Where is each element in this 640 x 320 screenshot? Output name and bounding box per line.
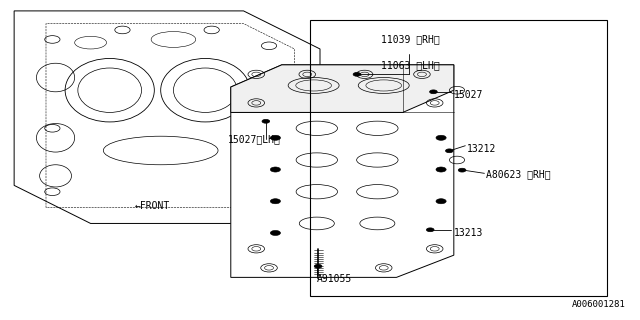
Text: 15027: 15027 xyxy=(454,90,483,100)
Circle shape xyxy=(270,230,280,236)
Circle shape xyxy=(270,199,280,204)
Text: 13213: 13213 xyxy=(454,228,483,238)
Polygon shape xyxy=(231,65,454,112)
Circle shape xyxy=(262,119,269,123)
Circle shape xyxy=(445,149,453,153)
Polygon shape xyxy=(231,65,454,277)
Text: ←FRONT: ←FRONT xyxy=(135,201,170,211)
Polygon shape xyxy=(14,11,320,223)
Text: 11039 〈RH〉: 11039 〈RH〉 xyxy=(381,35,439,44)
Circle shape xyxy=(458,168,466,172)
Circle shape xyxy=(353,72,361,76)
Text: 15027〈LH〉: 15027〈LH〉 xyxy=(228,134,280,144)
Bar xyxy=(310,20,607,296)
Circle shape xyxy=(436,135,446,140)
Circle shape xyxy=(314,264,322,268)
Circle shape xyxy=(429,90,437,94)
Circle shape xyxy=(426,228,434,232)
Circle shape xyxy=(270,167,280,172)
Text: 11063 〈LH〉: 11063 〈LH〉 xyxy=(381,60,439,70)
Circle shape xyxy=(270,135,280,140)
Text: A006001281: A006001281 xyxy=(572,300,626,309)
Circle shape xyxy=(436,167,446,172)
Circle shape xyxy=(436,199,446,204)
Text: A80623 〈RH〉: A80623 〈RH〉 xyxy=(486,169,550,179)
Text: A91055: A91055 xyxy=(317,274,352,284)
Text: 13212: 13212 xyxy=(467,144,496,154)
